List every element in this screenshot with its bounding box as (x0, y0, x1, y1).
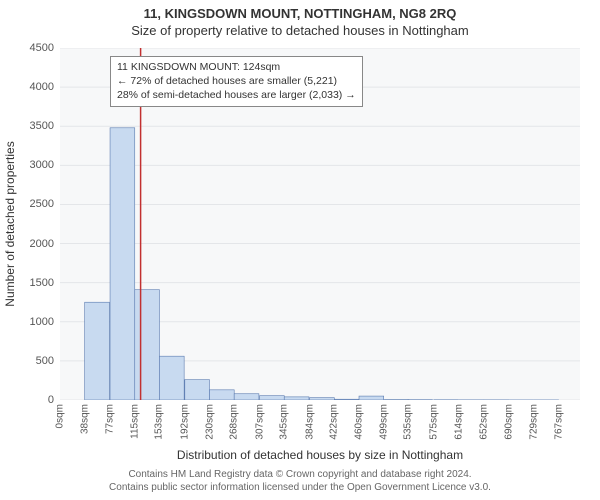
x-tick-label: 422sqm (329, 404, 340, 440)
x-tick-label: 767sqm (553, 404, 564, 440)
x-tick-label: 614sqm (454, 404, 465, 440)
x-tick-label: 535sqm (402, 404, 413, 440)
annotation-line2: ← 72% of detached houses are smaller (5,… (117, 74, 356, 88)
y-tick-label: 2000 (4, 238, 54, 250)
y-tick-label: 1500 (4, 277, 54, 289)
chart-plot-zone: Number of detached properties Distributi… (60, 48, 580, 400)
x-tick-label: 460sqm (354, 404, 365, 440)
x-tick-label: 115sqm (129, 404, 140, 439)
x-tick-label: 499sqm (379, 404, 390, 440)
y-tick-label: 2500 (4, 198, 54, 210)
x-tick-label: 268sqm (229, 404, 240, 440)
y-tick-label: 3500 (4, 120, 54, 132)
footer-attribution: Contains HM Land Registry data © Crown c… (0, 468, 600, 494)
x-tick-label: 192sqm (179, 404, 190, 440)
x-tick-label: 575sqm (428, 404, 439, 440)
footer-line2: Contains public sector information licen… (0, 481, 600, 494)
chart-title-address: 11, KINGSDOWN MOUNT, NOTTINGHAM, NG8 2RQ (0, 0, 600, 21)
y-tick-label: 3000 (4, 159, 54, 171)
x-axis-title: Distribution of detached houses by size … (177, 448, 463, 462)
x-tick-label: 38sqm (79, 404, 90, 434)
x-tick-label: 652sqm (478, 404, 489, 440)
x-tick-label: 230sqm (204, 404, 215, 440)
x-tick-label: 345sqm (279, 404, 290, 440)
footer-line1: Contains HM Land Registry data © Crown c… (0, 468, 600, 481)
chart-subtitle: Size of property relative to detached ho… (0, 21, 600, 42)
plot-area: 11 KINGSDOWN MOUNT: 124sqm ← 72% of deta… (60, 48, 580, 400)
y-tick-label: 4000 (4, 81, 54, 93)
y-tick-label: 4500 (4, 42, 54, 54)
annotation-line3: 28% of semi-detached houses are larger (… (117, 88, 356, 102)
x-tick-label: 729sqm (528, 404, 539, 440)
x-tick-label: 690sqm (503, 404, 514, 440)
x-tick-label: 77sqm (105, 404, 116, 434)
y-tick-label: 1000 (4, 316, 54, 328)
x-tick-label: 307sqm (254, 404, 265, 440)
annotation-line1: 11 KINGSDOWN MOUNT: 124sqm (117, 60, 356, 74)
annotation-box: 11 KINGSDOWN MOUNT: 124sqm ← 72% of deta… (110, 56, 363, 107)
x-tick-label: 384sqm (304, 404, 315, 440)
y-tick-label: 500 (4, 355, 54, 367)
x-tick-label: 153sqm (154, 404, 165, 440)
y-tick-label: 0 (4, 394, 54, 406)
chart-container: 11, KINGSDOWN MOUNT, NOTTINGHAM, NG8 2RQ… (0, 0, 600, 500)
x-tick-label: 0sqm (55, 404, 66, 428)
